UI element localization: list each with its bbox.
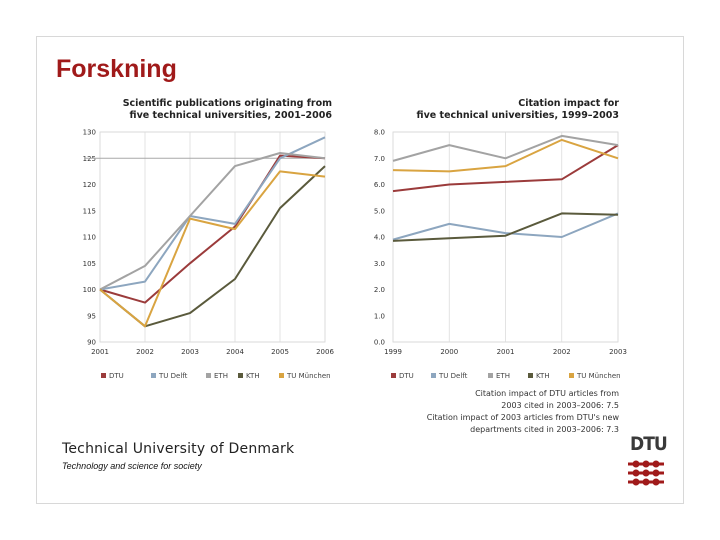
pubs-y-tick-label: 130 — [83, 129, 96, 137]
cite-x-tick-label: 1999 — [384, 348, 402, 356]
cite-y-tick-label: 3.0 — [374, 260, 385, 268]
slide-frame — [36, 36, 684, 504]
cite-x-tick-label: 2000 — [440, 348, 458, 356]
cite-y-tick-label: 2.0 — [374, 286, 385, 294]
pubs-y-tick-label: 115 — [83, 207, 96, 215]
pubs-legend-label: DTU — [109, 372, 124, 380]
dtu-logo-bars-icon — [628, 460, 664, 486]
cite-legend-swatch — [431, 373, 436, 378]
cite-note-line: Citation impact of DTU articles from — [475, 389, 619, 398]
pubs-x-tick-label: 2003 — [181, 348, 199, 356]
cite-legend-label: ETH — [496, 372, 510, 380]
cite-y-tick-label: 7.0 — [374, 155, 385, 163]
dtu-logo-text: DTU — [630, 433, 668, 455]
pubs-legend-swatch — [206, 373, 211, 378]
pubs-legend-label: TU München — [286, 372, 331, 380]
cite-legend-swatch — [488, 373, 493, 378]
pubs-legend-label: TU Delft — [158, 372, 188, 380]
cite-legend-label: TU München — [576, 372, 621, 380]
pubs-y-tick-label: 95 — [87, 312, 96, 320]
tagline: Technology and science for society — [62, 461, 202, 471]
pubs-series-line-tu-delft — [99, 136, 326, 291]
pubs-y-tick-label: 110 — [83, 234, 96, 242]
cite-y-tick-label: 6.0 — [374, 181, 385, 189]
cite-note-line: 2003 cited in 2003–2006: 7.5 — [501, 401, 619, 410]
cite-chart-title-line: Citation impact for — [518, 98, 619, 109]
cite-legend-swatch — [569, 373, 574, 378]
university-name: Technical University of Denmark — [62, 441, 295, 457]
cite-y-tick-label: 1.0 — [374, 312, 385, 320]
pubs-series-line-dtu — [99, 154, 326, 304]
slide-title: Forskning — [56, 55, 177, 83]
pubs-plot-frame — [99, 131, 326, 343]
pubs-legend-label: KTH — [246, 372, 260, 380]
pubs-y-tick-label: 90 — [87, 339, 96, 347]
pubs-legend-swatch — [238, 373, 243, 378]
cite-y-tick-label: 5.0 — [374, 207, 385, 215]
cite-y-tick-label: 4.0 — [374, 234, 385, 242]
pubs-y-tick-label: 105 — [83, 260, 96, 268]
cite-legend-label: TU Delft — [438, 372, 468, 380]
pubs-x-tick-label: 2006 — [316, 348, 334, 356]
cite-x-tick-label: 2002 — [553, 348, 571, 356]
pubs-legend-swatch — [279, 373, 284, 378]
cite-y-tick-label: 0.0 — [374, 339, 385, 347]
cite-legend-label: KTH — [536, 372, 550, 380]
pubs-series-line-eth — [99, 152, 326, 291]
pubs-y-tick-label: 100 — [83, 286, 96, 294]
cite-x-tick-label: 2001 — [497, 348, 515, 356]
pubs-x-tick-label: 2002 — [136, 348, 154, 356]
pubs-series-line-tu-m-nchen — [99, 170, 326, 328]
cite-note-line: Citation impact of 2003 articles from DT… — [427, 413, 620, 422]
dtu-logo: DTU — [628, 433, 668, 489]
cite-series-line-kth — [392, 212, 619, 242]
cite-y-tick-label: 8.0 — [374, 129, 385, 137]
cite-legend-swatch — [391, 373, 396, 378]
cite-note-line: departments cited in 2003–2006: 7.3 — [470, 425, 619, 434]
pubs-legend-label: ETH — [214, 372, 228, 380]
pubs-chart-title-line: five technical universities, 2001–2006 — [130, 110, 333, 121]
cite-series-line-dtu — [392, 144, 619, 193]
cite-legend-label: DTU — [399, 372, 414, 380]
pubs-x-tick-label: 2005 — [271, 348, 289, 356]
pubs-chart-title-line: Scientific publications originating from — [123, 98, 332, 109]
cite-legend-swatch — [528, 373, 533, 378]
pubs-y-tick-label: 120 — [83, 181, 96, 189]
cite-chart-title-line: five technical universities, 1999–2003 — [417, 110, 619, 121]
pubs-x-tick-label: 2004 — [226, 348, 244, 356]
cite-series-line-tu-m-nchen — [392, 138, 619, 173]
cite-x-tick-label: 2003 — [609, 348, 627, 356]
cite-series-line-tu-delft — [392, 212, 619, 241]
pubs-legend-swatch — [101, 373, 106, 378]
pubs-x-tick-label: 2001 — [91, 348, 109, 356]
cite-series-line-eth — [392, 134, 619, 162]
pubs-legend-swatch — [151, 373, 156, 378]
